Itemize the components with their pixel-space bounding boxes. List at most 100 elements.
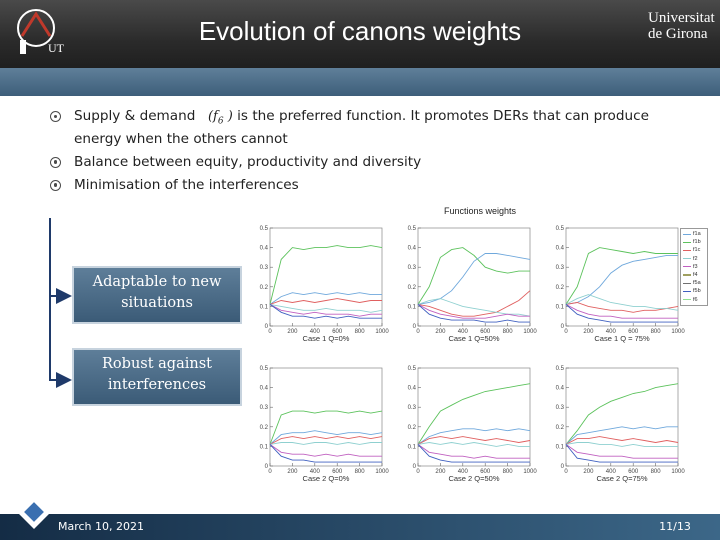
series-line xyxy=(417,298,531,317)
y-tick-label: 0.2 xyxy=(408,425,417,431)
formula-close: ) xyxy=(227,109,233,124)
arrow-to-adaptable xyxy=(49,218,72,304)
panel-caption: Case 1 Q = 75% xyxy=(594,334,650,343)
panel-frame xyxy=(269,227,383,327)
series-line xyxy=(269,303,383,313)
bullet-text: Minimisation of the interferences xyxy=(74,176,299,193)
y-tick-label: 0.2 xyxy=(408,285,417,291)
x-tick-label: 600 xyxy=(480,329,491,335)
panel-frame xyxy=(565,367,679,467)
x-tick-label: 400 xyxy=(310,469,321,475)
series-line xyxy=(417,247,530,305)
y-tick-label: 0 xyxy=(265,324,269,330)
x-tick-label: 0 xyxy=(268,469,272,475)
y-tick-label: 0 xyxy=(413,324,417,330)
series-line xyxy=(269,430,383,445)
x-tick-label: 1000 xyxy=(671,469,685,475)
x-tick-label: 0 xyxy=(564,469,568,475)
y-tick-label: 0.3 xyxy=(408,265,417,271)
robust-box: Robust against interferences xyxy=(72,348,242,406)
series-line xyxy=(417,444,530,459)
x-tick-label: 400 xyxy=(310,329,321,335)
series-line xyxy=(417,253,531,305)
adaptable-box: Adaptable to new situations xyxy=(72,266,242,324)
y-tick-label: 0.3 xyxy=(260,405,269,411)
legend-entry: f6 xyxy=(683,296,705,304)
y-tick-label: 0.2 xyxy=(556,425,565,431)
legend-entry: f5a xyxy=(683,279,705,287)
y-tick-label: 0 xyxy=(561,324,565,330)
bullet-icon xyxy=(50,111,61,122)
legend-swatch xyxy=(683,241,691,243)
panel-caption: Case 2 Q=50% xyxy=(448,474,499,483)
series-line xyxy=(565,383,679,445)
panel-caption: Case 1 Q=0% xyxy=(303,334,350,343)
y-tick-label: 0.4 xyxy=(408,386,417,392)
x-tick-label: 400 xyxy=(606,469,617,475)
series-line xyxy=(417,428,531,445)
y-tick-label: 0.2 xyxy=(556,285,565,291)
x-tick-label: 0 xyxy=(416,329,420,335)
y-tick-label: 0.5 xyxy=(260,366,269,372)
legend-label: f2 xyxy=(693,255,698,262)
x-tick-label: 800 xyxy=(651,469,662,475)
x-tick-label: 600 xyxy=(332,329,343,335)
legend-swatch xyxy=(683,282,691,284)
footer-bar: March 10, 2021 11/13 xyxy=(0,514,720,540)
panel-caption: Case 2 Q=75% xyxy=(596,474,647,483)
x-tick-label: 200 xyxy=(583,329,594,335)
page-title: Evolution of canons weights xyxy=(198,16,522,46)
x-tick-label: 200 xyxy=(583,469,594,475)
series-line xyxy=(269,436,383,445)
y-tick-label: 0.5 xyxy=(408,226,417,232)
x-tick-label: 1000 xyxy=(375,329,389,335)
y-tick-label: 0 xyxy=(413,464,417,470)
y-tick-label: 0.5 xyxy=(556,226,565,232)
formula: (f6 ) xyxy=(200,109,233,127)
series-line xyxy=(565,294,679,311)
x-tick-label: 200 xyxy=(435,469,446,475)
y-tick-label: 0.4 xyxy=(260,386,269,392)
y-tick-label: 0.1 xyxy=(556,444,565,450)
series-line xyxy=(269,304,382,319)
series-line xyxy=(417,436,531,445)
legend-entry: f3 xyxy=(683,263,705,271)
x-tick-label: 600 xyxy=(332,469,343,475)
x-tick-label: 800 xyxy=(355,469,366,475)
legend-label: f1c xyxy=(693,247,701,254)
logo-right-line1: Universitat xyxy=(648,10,715,26)
x-tick-label: 600 xyxy=(628,329,639,335)
x-tick-label: 800 xyxy=(503,329,514,335)
logo-right-line2: de Girona xyxy=(648,26,708,42)
x-tick-label: 600 xyxy=(628,469,639,475)
panel-frame xyxy=(565,227,679,327)
bullet-text: Balance between equity, productivity and… xyxy=(74,153,422,170)
bullet-item: Minimisation of the interferences xyxy=(48,177,688,194)
y-tick-label: 0.1 xyxy=(556,304,565,310)
logo-right: Universitat de Girona xyxy=(648,10,715,42)
chart-svg: 0 0.1 0.2 0.3 0.4 0.5 0 200 400 600 800 1000 Case 1 … xyxy=(260,226,686,483)
series-line xyxy=(565,444,678,459)
formula-open: (f xyxy=(207,109,218,124)
panel-frame xyxy=(417,227,531,327)
y-tick-label: 0.2 xyxy=(260,425,269,431)
x-tick-label: 400 xyxy=(458,469,469,475)
x-tick-label: 600 xyxy=(480,469,491,475)
series-line xyxy=(269,442,382,445)
series-line xyxy=(269,444,382,463)
series-line xyxy=(565,254,678,305)
functions-weights-figure: Functions weights 0 0.1 0.2 0.3 0.4 0.5 0 200 40… xyxy=(240,202,720,492)
x-tick-label: 800 xyxy=(503,469,514,475)
series-line xyxy=(565,247,678,305)
y-tick-label: 0.4 xyxy=(556,386,565,392)
y-tick-label: 0.3 xyxy=(260,265,269,271)
series-line xyxy=(417,442,530,447)
panel-caption: Case 2 Q=0% xyxy=(303,474,350,483)
series-line xyxy=(269,292,382,305)
formula-sub: 6 xyxy=(217,116,224,127)
y-tick-label: 0.1 xyxy=(260,444,269,450)
bullet-item: Supply & demand (f6 ) is the preferred f… xyxy=(48,108,688,148)
y-tick-label: 0.3 xyxy=(556,265,565,271)
x-tick-label: 0 xyxy=(564,329,568,335)
legend-label: f5a xyxy=(693,280,701,287)
